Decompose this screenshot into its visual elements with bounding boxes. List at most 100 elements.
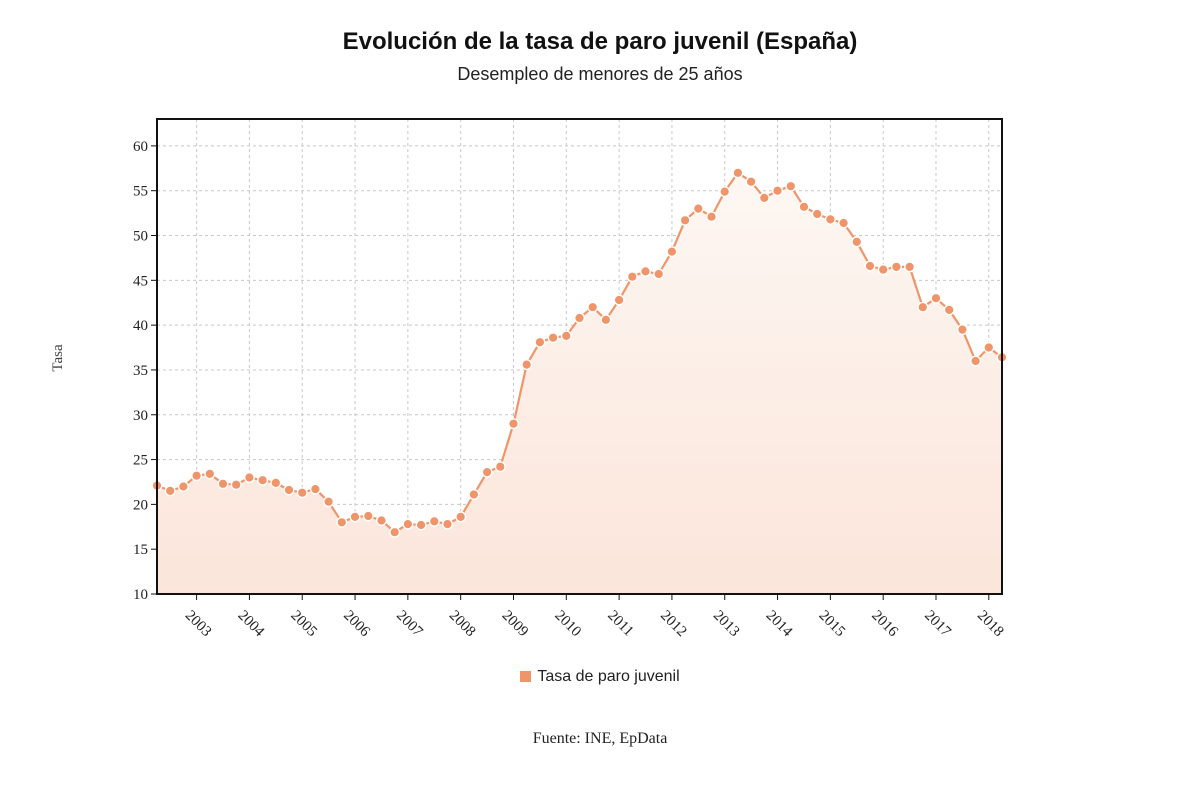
data-point-2011-T2[interactable] — [626, 271, 638, 283]
x-tick-label: 2007 — [393, 608, 426, 641]
legend-label: Tasa de paro juvenil — [537, 668, 680, 685]
data-point-2009-T2[interactable] — [521, 359, 533, 371]
y-tick-label: 50 — [133, 229, 148, 245]
data-point-2007-T1[interactable] — [402, 518, 414, 530]
x-tick-label: 2006 — [340, 608, 373, 641]
data-point-2017-T1[interactable] — [930, 292, 942, 304]
y-tick-label: 55 — [133, 184, 148, 200]
data-point-2007-T3[interactable] — [428, 515, 440, 527]
data-point-2005-T2[interactable] — [309, 483, 321, 495]
data-point-2013-T3[interactable] — [745, 176, 757, 188]
data-point-2011-T1[interactable] — [613, 294, 625, 306]
data-point-2014-T3[interactable] — [798, 201, 810, 213]
data-point-2009-T4[interactable] — [547, 332, 559, 344]
x-tick-label: 2017 — [921, 608, 954, 641]
data-point-2008-T3[interactable] — [481, 466, 493, 478]
source-note: Fuente: INE, EpData — [532, 730, 668, 747]
data-point-2008-T1[interactable] — [455, 511, 467, 523]
data-point-2017-T4[interactable] — [970, 355, 982, 367]
data-point-2013-T4[interactable] — [758, 192, 770, 204]
data-point-2016-T2[interactable] — [890, 261, 902, 273]
x-tick-label: 2015 — [816, 608, 849, 641]
y-tick-label: 35 — [133, 363, 148, 379]
y-tick-label: 15 — [133, 542, 148, 558]
y-tick-label: 10 — [133, 587, 148, 603]
data-point-2011-T4[interactable] — [653, 268, 665, 280]
data-point-2012-T1[interactable] — [666, 246, 678, 258]
legend[interactable]: Tasa de paro juvenil — [0, 668, 1200, 686]
data-point-2003-T2[interactable] — [204, 468, 216, 480]
x-tick-label: 2018 — [974, 608, 1007, 641]
x-tick-label: 2004 — [235, 608, 268, 641]
plot-frame — [156, 118, 1003, 595]
data-point-2005-T3[interactable] — [323, 496, 335, 508]
data-point-2006-T1[interactable] — [349, 511, 361, 523]
data-point-2012-T2[interactable] — [679, 214, 691, 226]
x-tick-label: 2005 — [287, 608, 320, 641]
data-point-2016-T1[interactable] — [877, 264, 889, 276]
data-point-2004-T2[interactable] — [257, 474, 269, 486]
data-point-2005-T4[interactable] — [336, 516, 348, 528]
data-point-2004-T3[interactable] — [270, 477, 282, 489]
data-point-2010-T2[interactable] — [574, 312, 586, 324]
data-point-2015-T3[interactable] — [851, 236, 863, 248]
data-point-2006-T2[interactable] — [362, 510, 374, 522]
data-point-2018-T1[interactable] — [983, 342, 995, 354]
y-tick-label: 20 — [133, 497, 148, 513]
data-point-2002-T4[interactable] — [177, 481, 189, 493]
y-tick-label: 40 — [133, 318, 148, 334]
data-point-2014-T1[interactable] — [772, 185, 784, 197]
data-point-2012-T3[interactable] — [692, 203, 704, 215]
legend-swatch — [520, 671, 532, 682]
x-tick-label: 2010 — [551, 608, 584, 641]
x-tick-label: 2011 — [604, 608, 636, 640]
data-point-2014-T4[interactable] — [811, 208, 823, 220]
y-tick-label: 60 — [133, 139, 148, 155]
data-point-2009-T3[interactable] — [534, 336, 546, 348]
data-point-2010-T4[interactable] — [600, 314, 612, 326]
point-layer — [151, 167, 1008, 538]
data-point-2017-T2[interactable] — [943, 304, 955, 316]
y-tick-labels: 10 15 20 25 30 35 40 45 50 55 60 — [133, 139, 157, 603]
data-point-2010-T3[interactable] — [587, 301, 599, 313]
data-point-2016-T4[interactable] — [917, 301, 929, 313]
x-tick-label: 2014 — [763, 608, 796, 641]
data-point-2008-T2[interactable] — [468, 489, 480, 501]
data-point-2014-T2[interactable] — [785, 180, 797, 192]
area-layer — [157, 172, 1002, 595]
data-point-2010-T1[interactable] — [560, 330, 572, 342]
data-point-2013-T1[interactable] — [719, 186, 731, 198]
y-axis-label: Tasa — [50, 344, 66, 372]
data-point-2003-T1[interactable] — [191, 470, 203, 482]
x-tick-labels: 2003 2004 2005 2006 2007 2008 2009 2010 2011 2012… — [182, 594, 1007, 641]
data-point-2006-T4[interactable] — [389, 526, 401, 538]
data-point-2008-T4[interactable] — [494, 461, 506, 473]
data-point-2015-T1[interactable] — [824, 213, 836, 225]
data-point-2015-T2[interactable] — [838, 217, 850, 229]
data-point-2005-T1[interactable] — [296, 487, 308, 499]
x-tick-label: 2016 — [868, 608, 901, 641]
y-tick-label: 25 — [133, 453, 148, 469]
data-point-2003-T4[interactable] — [230, 479, 242, 491]
x-tick-label: 2003 — [182, 608, 215, 641]
x-tick-label: 2009 — [499, 608, 532, 641]
data-point-2016-T3[interactable] — [904, 261, 916, 273]
data-point-2017-T3[interactable] — [956, 324, 968, 336]
data-point-2004-T4[interactable] — [283, 484, 295, 496]
data-point-2012-T4[interactable] — [706, 211, 718, 223]
y-tick-label: 45 — [133, 273, 148, 289]
data-point-2011-T3[interactable] — [640, 265, 652, 277]
data-point-2002-T3[interactable] — [164, 485, 176, 497]
data-point-2004-T1[interactable] — [243, 472, 255, 484]
data-point-2009-T1[interactable] — [508, 418, 520, 430]
data-point-2015-T4[interactable] — [864, 260, 876, 272]
x-tick-label: 2012 — [657, 608, 690, 641]
data-point-2013-T2[interactable] — [732, 167, 744, 179]
data-point-2007-T2[interactable] — [415, 519, 427, 531]
data-point-2007-T4[interactable] — [442, 518, 454, 530]
data-point-2003-T3[interactable] — [217, 478, 229, 490]
data-point-2006-T3[interactable] — [376, 515, 388, 527]
chart-title: Evolución de la tasa de paro juvenil (Es… — [342, 28, 858, 55]
